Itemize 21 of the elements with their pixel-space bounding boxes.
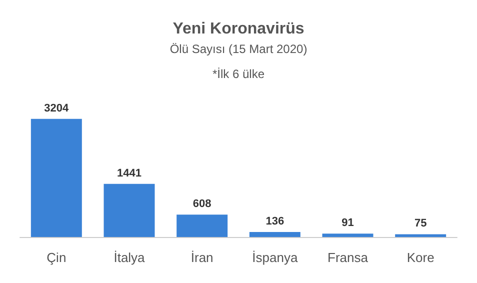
bar: [249, 232, 300, 237]
data-label: 136: [266, 215, 284, 228]
data-label: 91: [342, 217, 354, 230]
data-label: 3204: [44, 102, 70, 114]
data-label: 75: [414, 218, 427, 230]
chart-title: Yeni Koronavirüs: [172, 20, 304, 38]
data-label: 1441: [117, 167, 142, 180]
x-tick-label: Kore: [406, 250, 434, 265]
bar: [30, 118, 82, 237]
bar: [176, 214, 228, 237]
x-tick-label: Çin: [46, 250, 66, 265]
chart-subtitle: Ölü Sayısı (15 Mart 2020): [170, 42, 308, 56]
bar: [395, 234, 446, 237]
bar: [322, 234, 374, 237]
x-tick-label: İtalya: [114, 250, 146, 265]
x-tick-label: Fransa: [328, 250, 369, 265]
bar: [104, 184, 155, 237]
x-tick-label: İran: [190, 250, 214, 265]
text: *İlk 6 ülke: [212, 67, 265, 81]
x-tick-label: İspanya: [252, 250, 298, 265]
data-label: 608: [192, 198, 212, 210]
